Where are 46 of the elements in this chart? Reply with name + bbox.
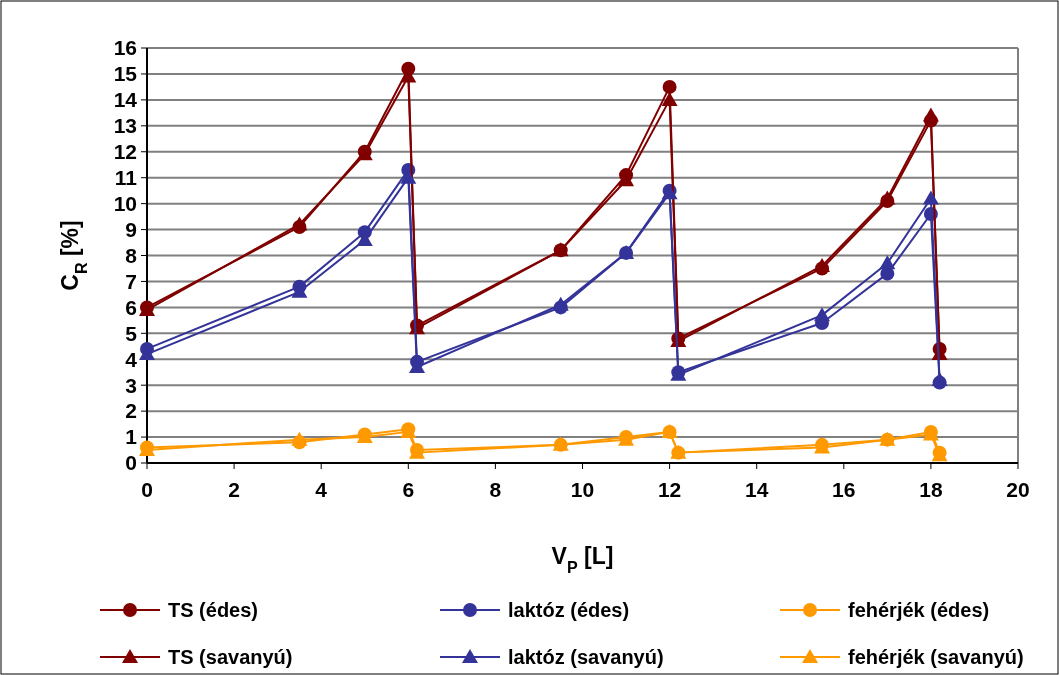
x-tick-label: 10 [570,478,595,501]
y-tick-label: 3 [125,373,137,397]
y-tick-label: 15 [113,62,138,86]
point [662,79,677,94]
legend-label: laktóz (édes) [508,599,630,621]
y-tick-label: 9 [125,217,137,241]
y-tick-label: 6 [125,295,137,319]
point [931,372,948,386]
y-tick-label: 8 [125,243,138,267]
x-axis-title: V$_{P}$ [L] [551,543,614,576]
point [291,431,308,446]
legend-label: TS (édes) [168,599,259,621]
y-tick-label: 7 [125,269,137,293]
x-tick-label: 16 [832,478,856,501]
x-tick-label: 12 [657,478,682,501]
point [879,255,896,270]
legend-label: laktóz (savanyú) [508,646,664,668]
point [814,257,831,272]
y-tick-label: 2 [125,399,137,423]
y-tick-label: 14 [113,88,138,112]
y-tick-label: 10 [113,191,137,215]
x-tick-label: 0 [141,478,153,501]
x-tick-label: 6 [402,478,415,501]
point [879,190,896,205]
x-tick-label: 8 [489,478,502,501]
point [922,107,939,122]
y-tick-label: 11 [114,166,138,190]
legend-label: fehérjék (édes) [848,599,990,621]
y-tick-label: 1 [125,425,138,449]
point [552,296,569,311]
y-tick-label: 4 [125,347,138,371]
x-tick-label: 20 [1006,478,1030,501]
y-tick-label: 5 [125,321,138,345]
x-tick-label: 4 [315,478,328,501]
legend-label: fehérjék (savanyú) [848,646,1024,668]
y-tick-label: 16 [113,36,137,60]
y-tick-label: 12 [113,140,137,164]
x-tick-label: 2 [228,478,240,501]
point [661,91,678,106]
legend-label: TS (savanyú) [168,646,293,668]
x-tick-label: 14 [745,478,769,501]
point [814,307,831,322]
x-tick-label: 18 [919,478,943,501]
y-tick-label: 0 [125,451,137,475]
point [922,190,939,205]
y-tick-label: 13 [113,114,137,138]
